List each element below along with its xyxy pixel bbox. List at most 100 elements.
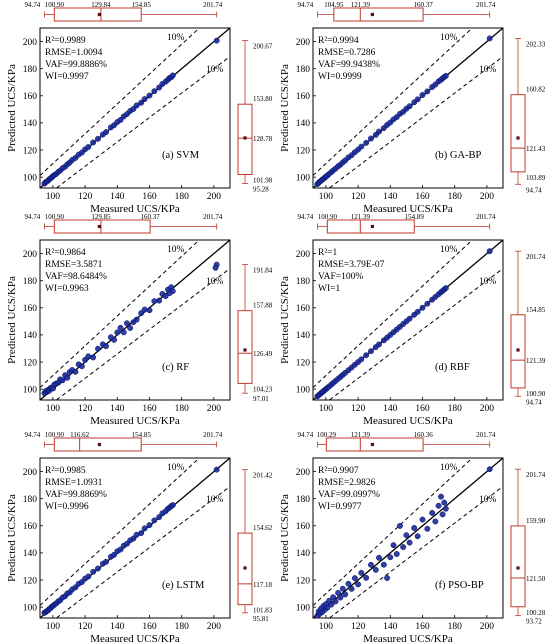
data-point bbox=[390, 542, 397, 549]
boxplot-y-label: 94.74 bbox=[526, 398, 542, 406]
y-axis-label: Predicted UCS/KPa bbox=[6, 64, 18, 152]
data-point bbox=[95, 135, 101, 142]
right-boxplot: 202.33 160.82 121.43 103.89 94.74 bbox=[510, 38, 546, 194]
identity-line bbox=[313, 458, 503, 618]
x-tick-label: 120 bbox=[351, 404, 366, 414]
mean-marker bbox=[516, 348, 520, 352]
band-label-upper: 10% bbox=[440, 33, 458, 43]
x-tick-label: 100 bbox=[46, 404, 61, 414]
x-axis-label: Measured UCS/KPa bbox=[90, 415, 180, 427]
panel-label: (f) PSO-BP bbox=[435, 580, 484, 591]
x-tick-label: 160 bbox=[415, 404, 430, 414]
data-point bbox=[138, 99, 145, 106]
boxplot-y-label: 95.81 bbox=[253, 615, 269, 623]
x-tick-label: 200 bbox=[480, 622, 495, 632]
boxplot-y-label: 128.78 bbox=[253, 135, 273, 143]
chart-panel-1: 100 120 140 160 180 200 100 120 140 160 180 200 Meas… bbox=[6, 1, 273, 215]
boxplot-x-label: 100.90 bbox=[318, 213, 338, 221]
panel-label: (c) RF bbox=[162, 362, 189, 373]
boxplot-x-label: 129.84 bbox=[91, 1, 111, 9]
boxplot-y-label: 154.85 bbox=[526, 306, 546, 314]
box bbox=[333, 7, 424, 22]
boxplot-x-label: 154.85 bbox=[132, 1, 152, 9]
y-tick-label: 100 bbox=[296, 173, 311, 183]
data-point bbox=[141, 525, 148, 532]
plot-frame bbox=[312, 457, 504, 619]
band-label-upper: 10% bbox=[167, 33, 185, 43]
y-tick-label: 200 bbox=[296, 250, 311, 260]
mean-marker bbox=[97, 442, 102, 447]
band-label-lower: 10% bbox=[206, 65, 224, 75]
x-tick-label: 200 bbox=[480, 404, 495, 414]
y-tick-label: 200 bbox=[296, 468, 311, 478]
data-point bbox=[400, 544, 407, 551]
box bbox=[237, 103, 253, 175]
x-tick-label: 160 bbox=[142, 192, 157, 202]
boxplot-y-label: 117.18 bbox=[253, 581, 272, 589]
mean-marker bbox=[97, 224, 102, 229]
boxplot-y-label: 202.33 bbox=[526, 40, 546, 48]
data-point bbox=[169, 72, 176, 79]
y-tick-label: 180 bbox=[296, 65, 311, 75]
plot-area bbox=[40, 28, 230, 188]
data-point bbox=[90, 354, 97, 361]
boxplot-x-label: 160.37 bbox=[413, 1, 433, 9]
top-boxplot: 94.74 100.90 129.85 160.37 201.74 bbox=[25, 213, 223, 234]
data-point bbox=[141, 96, 148, 103]
data-point bbox=[442, 285, 449, 292]
data-point bbox=[146, 307, 153, 314]
y-tick-label: 200 bbox=[23, 250, 38, 260]
data-point bbox=[414, 96, 421, 103]
boxplot-x-label: 100.90 bbox=[45, 1, 65, 9]
boxplot-x-label: 94.74 bbox=[25, 431, 41, 439]
data-point bbox=[486, 466, 493, 473]
data-point bbox=[328, 601, 335, 608]
boxplot-y-label: 201.42 bbox=[253, 472, 273, 480]
y-tick-label: 160 bbox=[23, 522, 38, 532]
boxplot-y-label: 153.80 bbox=[253, 95, 273, 103]
data-point bbox=[114, 329, 121, 336]
upper-10pct-line bbox=[40, 458, 200, 606]
data-point bbox=[337, 594, 344, 601]
x-tick-label: 180 bbox=[448, 622, 463, 632]
y-tick-label: 160 bbox=[23, 92, 38, 102]
lower-10pct-line bbox=[328, 56, 503, 188]
data-point bbox=[342, 591, 349, 598]
y-tick-label: 120 bbox=[23, 576, 38, 586]
data-point bbox=[435, 502, 442, 509]
boxplot-x-label: 94.74 bbox=[25, 1, 41, 9]
data-point bbox=[138, 530, 145, 537]
band-label-lower: 10% bbox=[206, 495, 224, 505]
boxplot-y-label: 103.89 bbox=[526, 174, 546, 182]
metric-text: VAF=99.8869% bbox=[45, 490, 107, 500]
data-point bbox=[133, 102, 140, 109]
upper-10pct-line bbox=[313, 28, 473, 176]
data-point bbox=[85, 353, 92, 360]
metric-text: WI=0.9996 bbox=[45, 502, 89, 512]
boxplot-y-label: 100.90 bbox=[526, 390, 546, 398]
x-tick-label: 200 bbox=[207, 404, 222, 414]
data-point bbox=[411, 525, 418, 531]
x-tick-label: 140 bbox=[110, 622, 125, 632]
y-tick-label: 160 bbox=[296, 304, 311, 314]
metric-text: WI=0.9999 bbox=[318, 72, 362, 82]
plot-frame bbox=[312, 27, 504, 189]
metric-text: WI=0.9963 bbox=[45, 284, 89, 294]
y-tick-label: 180 bbox=[296, 495, 311, 505]
box bbox=[325, 437, 424, 452]
x-tick-label: 120 bbox=[78, 192, 93, 202]
plot-frame bbox=[39, 27, 231, 189]
boxplot-x-label: 201.74 bbox=[476, 213, 496, 221]
boxplot-x-label: 104.95 bbox=[324, 1, 344, 9]
data-point bbox=[441, 499, 448, 506]
data-point bbox=[103, 343, 109, 350]
boxplot-x-label: 160.37 bbox=[140, 213, 160, 221]
x-axis-label: Measured UCS/KPa bbox=[90, 633, 180, 644]
lower-10pct-line bbox=[328, 486, 503, 618]
data-point bbox=[439, 511, 446, 518]
boxplot-y-label: 200.67 bbox=[253, 43, 273, 51]
data-point bbox=[406, 539, 413, 546]
x-tick-label: 160 bbox=[415, 192, 430, 202]
panel-label: (a) SVM bbox=[162, 150, 200, 161]
